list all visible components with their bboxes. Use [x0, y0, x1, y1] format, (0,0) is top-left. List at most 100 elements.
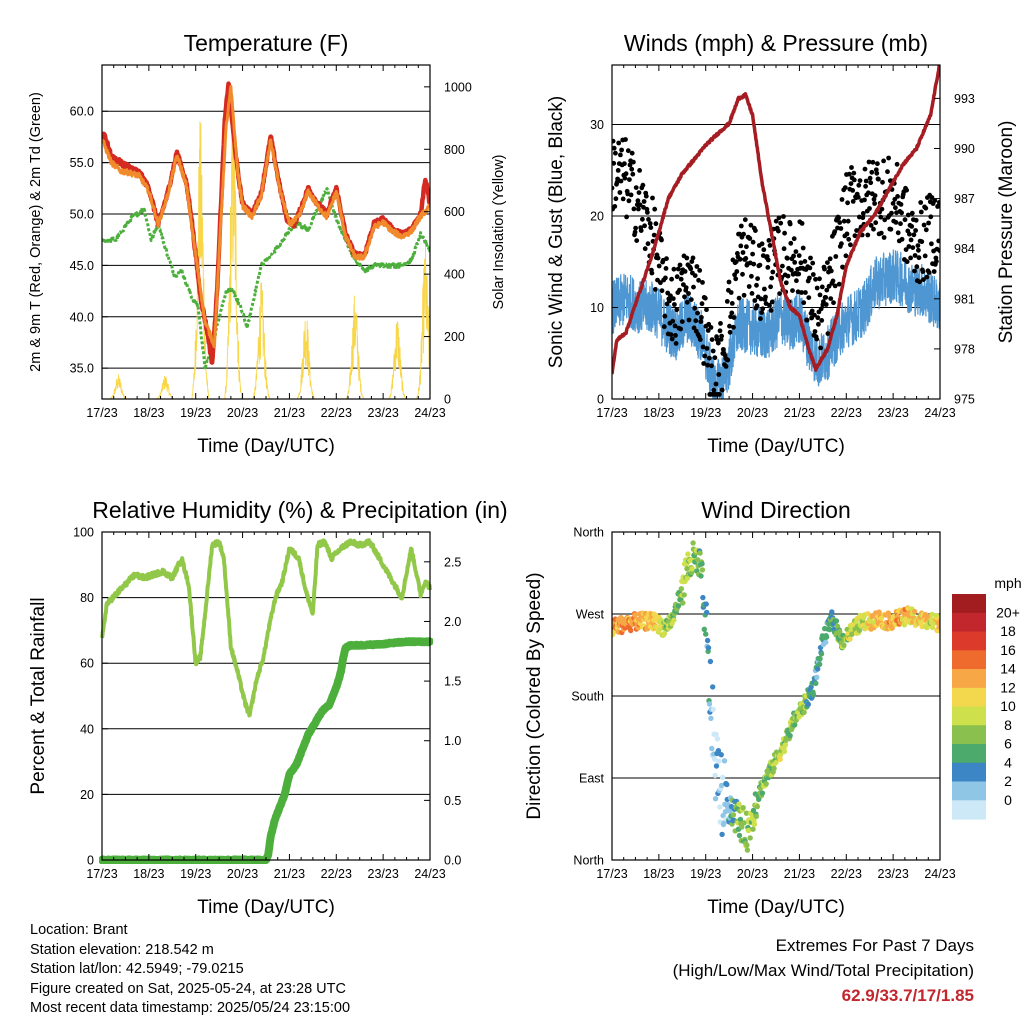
- gust-point: [868, 180, 874, 186]
- y2-tick-label: 800: [444, 143, 465, 157]
- x-tick-label: 20/23: [227, 406, 258, 420]
- gust-point: [810, 260, 816, 266]
- gust-point: [781, 214, 786, 219]
- latest-timestamp: Most recent data timestamp: 2025/05/24 2…: [30, 1000, 351, 1016]
- direction-point: [885, 610, 892, 616]
- gust-point: [791, 236, 797, 242]
- station-latlon: Station lat/lon: 42.5949; -79.0215: [30, 961, 244, 977]
- direction-point: [856, 627, 863, 633]
- gust-point: [886, 155, 891, 161]
- direction-point: [703, 601, 709, 607]
- gust-point: [767, 243, 773, 248]
- y-tick-label: 40: [80, 722, 94, 736]
- gust-point: [851, 170, 857, 176]
- y-tick-label: 20: [80, 788, 94, 802]
- gust-point: [878, 230, 884, 236]
- legend-swatch: [952, 781, 986, 801]
- gust-point: [881, 235, 887, 240]
- gust-point: [912, 253, 918, 258]
- direction-point: [701, 626, 707, 632]
- direction-point: [937, 622, 940, 628]
- gust-point: [865, 232, 871, 238]
- direction-point: [712, 772, 718, 779]
- gust-point: [670, 296, 676, 301]
- gust-point: [902, 217, 908, 223]
- direction-point: [707, 658, 714, 665]
- x-tick-label: 19/23: [690, 406, 721, 420]
- gust-point: [844, 231, 850, 237]
- gust-point: [697, 337, 703, 342]
- gust-point: [746, 284, 752, 289]
- y-tick-label: 100: [73, 526, 94, 540]
- gust-point: [778, 220, 784, 226]
- gust-point: [733, 259, 739, 264]
- gust-point: [803, 290, 808, 295]
- gust-point: [783, 280, 789, 286]
- gust-point: [782, 230, 787, 236]
- gust-point: [823, 295, 829, 300]
- gust-point: [855, 194, 861, 200]
- humidity-precipitation-panel: 17/23 18/23 19/23 20/23 21/23 22/23 23/23 24/23…: [28, 497, 508, 918]
- gust-point: [627, 177, 632, 183]
- gust-point: [926, 220, 931, 226]
- y-tick-label: North: [573, 854, 604, 868]
- gust-point: [910, 245, 916, 251]
- gust-point: [871, 196, 877, 202]
- gust-point: [920, 269, 926, 274]
- gust-point: [874, 170, 880, 176]
- gust-point: [848, 242, 853, 248]
- gust-point: [719, 387, 725, 393]
- station-info: Location: Brant Station elevation: 218.5…: [30, 921, 350, 1019]
- direction-point: [792, 722, 798, 728]
- direction-point: [787, 732, 793, 739]
- gust-point: [702, 353, 708, 359]
- gust-point: [851, 177, 857, 183]
- gust-point: [623, 137, 628, 142]
- extremes-values: 62.9/33.7/17/1.85: [841, 986, 974, 1005]
- legend-label: 16: [1000, 642, 1016, 658]
- gust-point: [616, 140, 622, 146]
- gust-point: [696, 277, 701, 283]
- gust-point: [749, 273, 754, 279]
- gust-point: [825, 331, 831, 336]
- gust-point: [669, 276, 674, 282]
- gust-point: [819, 318, 825, 323]
- y-tick-label: 45.0: [70, 259, 94, 273]
- direction-point: [703, 631, 709, 637]
- gust-point: [690, 255, 696, 261]
- direction-point: [763, 781, 769, 787]
- gust-point: [826, 283, 832, 289]
- gust-point: [814, 336, 820, 342]
- gust-point: [677, 262, 683, 268]
- x-tick-label: 19/23: [180, 867, 211, 881]
- gust-point: [618, 178, 624, 184]
- gust-point: [816, 321, 821, 327]
- x-tick-label: 18/23: [643, 406, 674, 420]
- gust-point: [848, 181, 854, 187]
- direction-point: [827, 626, 833, 633]
- gust-point: [689, 259, 695, 264]
- gust-point: [878, 214, 884, 220]
- x-tick-label: 24/23: [414, 406, 445, 420]
- direction-point: [730, 812, 737, 818]
- gust-point: [800, 245, 806, 251]
- direction-point: [719, 774, 726, 781]
- gust-point: [867, 175, 873, 181]
- direction-point: [815, 666, 821, 672]
- gust-point: [629, 150, 635, 156]
- gust-point: [728, 290, 734, 295]
- gust-point: [917, 279, 922, 285]
- direction-point: [721, 758, 728, 764]
- x-tick-label: 20/23: [227, 867, 258, 881]
- y-tick-label: North: [573, 526, 604, 540]
- gust-point: [634, 238, 640, 244]
- gust-point: [898, 221, 903, 227]
- gust-point: [709, 363, 714, 369]
- gust-point: [768, 284, 773, 290]
- gust-point: [913, 228, 918, 233]
- gust-point: [807, 265, 813, 271]
- gust-point: [781, 246, 787, 252]
- gust-point: [918, 200, 924, 205]
- gust-point: [828, 268, 834, 274]
- y-tick-label: 80: [80, 591, 94, 605]
